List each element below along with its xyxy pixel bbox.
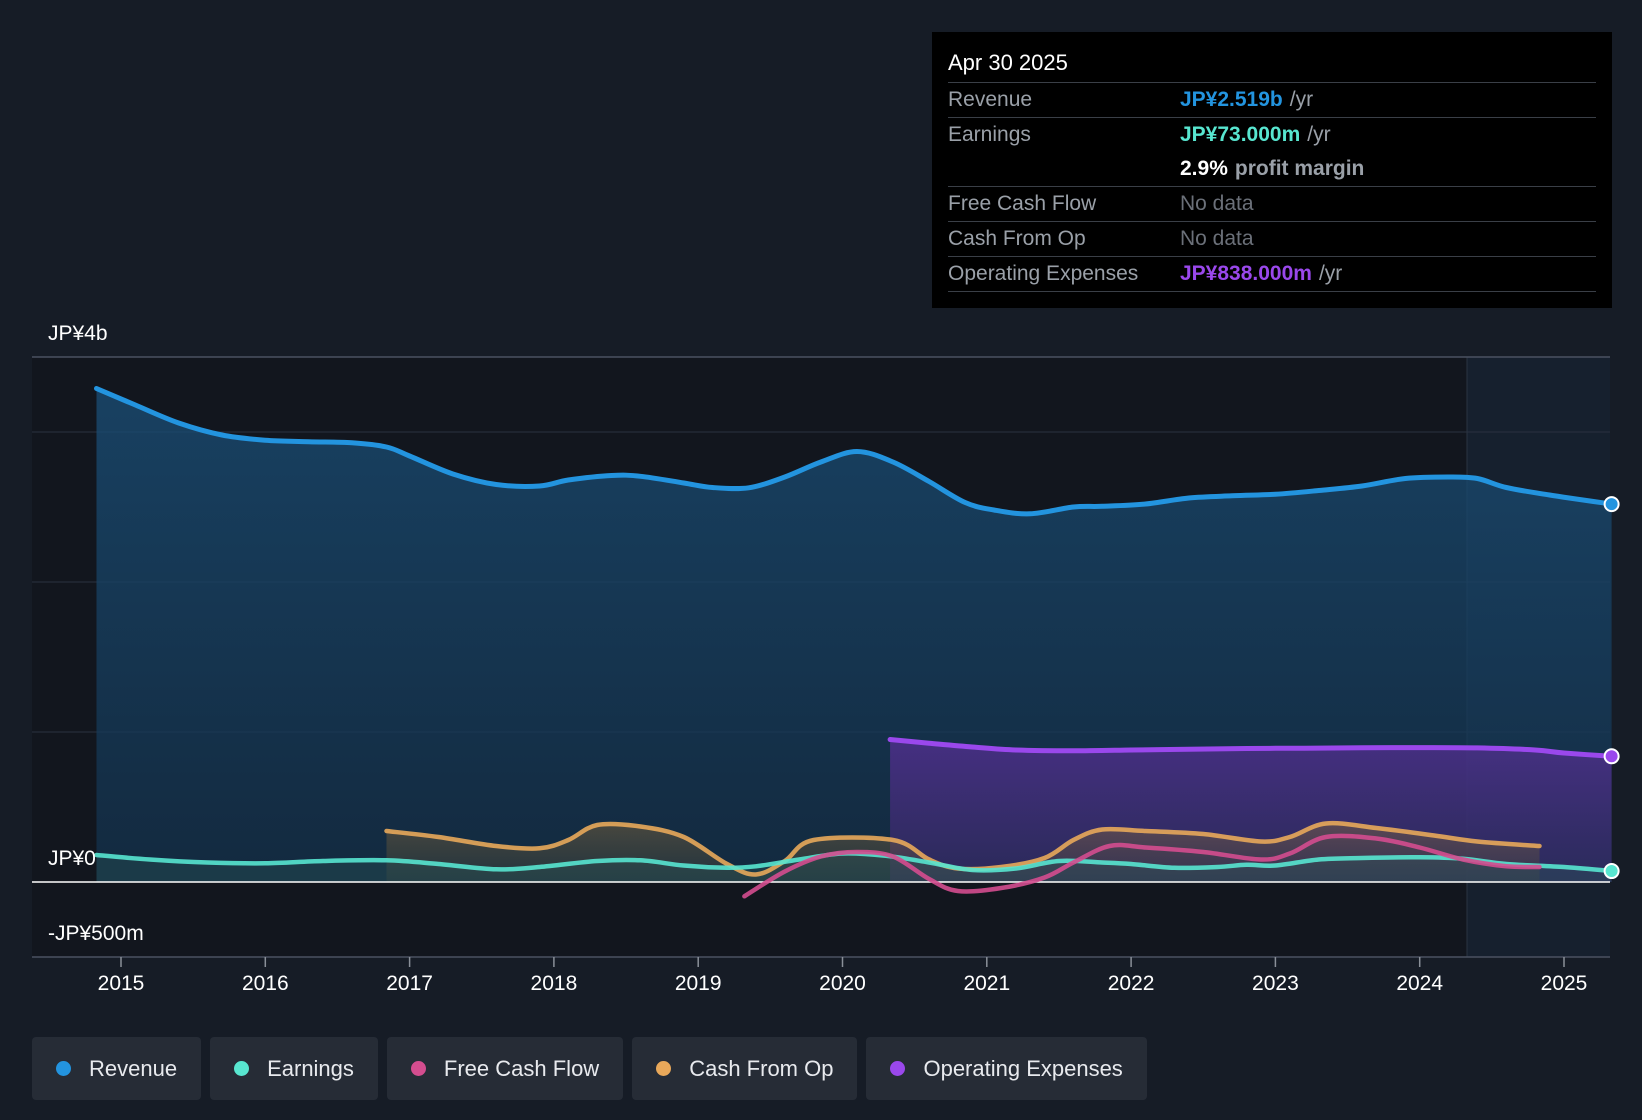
x-tick-label: 2019 <box>675 972 722 995</box>
tooltip-value: No data <box>1180 192 1254 215</box>
tooltip-label: Cash From Op <box>948 227 1086 250</box>
legend-label: Free Cash Flow <box>443 1055 600 1081</box>
tooltip-label: Free Cash Flow <box>948 192 1097 215</box>
legend-label: Revenue <box>89 1055 178 1081</box>
operating-expenses-end-point[interactable] <box>1603 748 1620 765</box>
cash-from-op-dot-icon <box>656 1061 672 1076</box>
revenue-end-point[interactable] <box>1603 496 1620 513</box>
legend-revenue[interactable]: Revenue <box>32 1037 202 1100</box>
tooltip-label: Earnings <box>948 123 1031 146</box>
tooltip-unit: /yr <box>1318 262 1343 285</box>
tooltip-value: No data <box>1180 227 1254 250</box>
tooltip-value: JP¥838.000m <box>1180 262 1312 285</box>
tooltip-unit: /yr <box>1289 88 1314 111</box>
earnings-dot-icon <box>234 1061 250 1076</box>
legend-earnings[interactable]: Earnings <box>210 1037 378 1100</box>
x-tick-label: 2018 <box>531 972 578 995</box>
legend-label: Operating Expenses <box>923 1055 1123 1081</box>
y-label-bottom: -JP¥500m <box>48 922 144 945</box>
free-cash-flow-line <box>742 833 1542 899</box>
legend: Revenue Earnings Free Cash Flow Cash Fro… <box>32 1037 1147 1100</box>
tooltip-label: Revenue <box>948 88 1033 111</box>
tooltip-value: JP¥2.519b <box>1180 88 1283 111</box>
x-tick-label: 2016 <box>242 972 289 995</box>
x-tick-label: 2022 <box>1108 972 1155 995</box>
x-tick-label: 2015 <box>98 972 145 995</box>
x-axis: 2015 2016 2017 2018 2019 2020 2021 2022 2023 2024… <box>98 957 1588 995</box>
y-label-zero: JP¥0 <box>48 847 96 870</box>
x-tick-label: 2024 <box>1396 972 1443 995</box>
series-lines <box>32 386 1615 899</box>
x-tick-label: 2017 <box>386 972 433 995</box>
earnings-area <box>96 853 1612 882</box>
tooltip-row-profit-margin: 2.9% profit margin <box>948 152 1596 186</box>
legend-free-cash-flow[interactable]: Free Cash Flow <box>386 1037 624 1100</box>
legend-label: Cash From Op <box>689 1055 834 1081</box>
earnings-end-point[interactable] <box>1603 863 1620 880</box>
tooltip-row-revenue: Revenue JP¥2.519b /yr <box>948 82 1596 117</box>
cash-from-op-area <box>386 823 1540 882</box>
tooltip-label: Operating Expenses <box>948 262 1139 285</box>
x-tick-label: 2023 <box>1252 972 1299 995</box>
x-tick-label: 2025 <box>1541 972 1588 995</box>
y-label-top: JP¥4b <box>48 322 108 345</box>
tooltip-panel: Apr 30 2025 Revenue JP¥2.519b /yr Earnin… <box>932 32 1612 308</box>
operating-expenses-line <box>887 737 1615 759</box>
legend-operating-expenses[interactable]: Operating Expenses <box>866 1037 1147 1100</box>
legend-label: Earnings <box>267 1055 354 1081</box>
tooltip-unit: profit margin <box>1234 157 1365 180</box>
tooltip-date: Apr 30 2025 <box>948 50 1068 75</box>
x-tick-label: 2020 <box>819 972 866 995</box>
x-tick-label: 2021 <box>963 972 1010 995</box>
free-cash-flow-dot-icon <box>410 1061 426 1076</box>
earnings-line <box>94 851 1614 874</box>
operating-expenses-dot-icon <box>890 1061 906 1076</box>
tooltip-unit: /yr <box>1307 123 1331 146</box>
tooltip-value: 2.9% <box>1180 157 1228 180</box>
tooltip-row-free-cash-flow: Free Cash Flow No data <box>948 186 1596 221</box>
tooltip-row-earnings: Earnings JP¥73.000m /yr <box>948 117 1596 152</box>
series-end-markers <box>1603 496 1620 880</box>
tooltip-row-operating-expenses: Operating Expenses JP¥838.000m /yr <box>948 256 1596 292</box>
revenue-line <box>94 386 1615 517</box>
tooltip-row-cash-from-op: Cash From Op No data <box>948 221 1596 256</box>
revenue-dot-icon <box>56 1061 71 1076</box>
tooltip-value: JP¥73.000m <box>1180 123 1301 146</box>
legend-cash-from-op[interactable]: Cash From Op <box>632 1037 858 1100</box>
series-areas <box>96 388 1612 882</box>
